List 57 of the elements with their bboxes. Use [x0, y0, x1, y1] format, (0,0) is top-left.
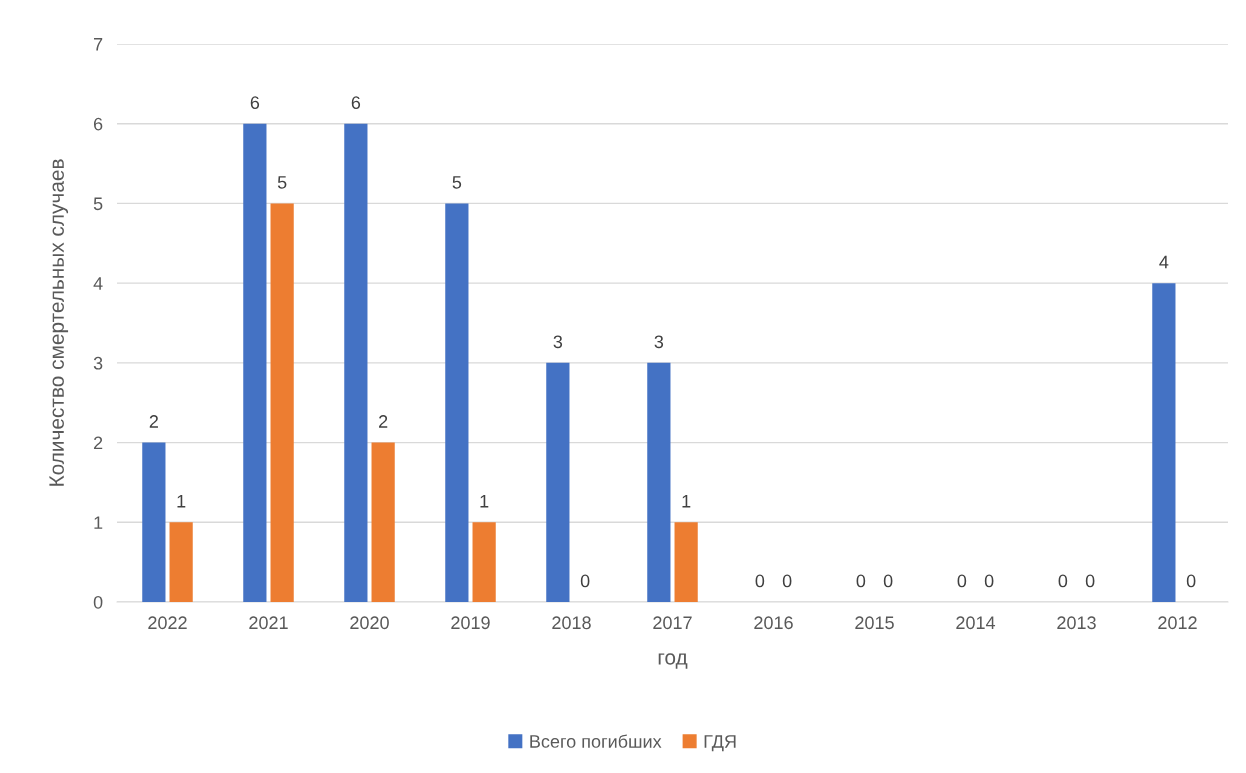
- data-label: 1: [177, 495, 186, 508]
- data-label: 0: [755, 574, 765, 588]
- bar: [445, 203, 469, 602]
- data-label: 0: [1186, 574, 1196, 588]
- data-label: 0: [580, 574, 590, 588]
- bar: [674, 522, 698, 602]
- data-label: 2: [149, 415, 158, 428]
- y-tick-label: 3: [93, 356, 103, 370]
- x-tick-label: 2016: [754, 616, 793, 630]
- legend-label: Всего погибших: [530, 734, 662, 748]
- data-label: 3: [553, 335, 563, 349]
- x-tick-label: 2019: [451, 616, 490, 630]
- legend-label: ГДЯ: [704, 735, 736, 752]
- y-tick-label: 1: [94, 516, 103, 529]
- bar: [371, 442, 395, 602]
- bar: [243, 123, 267, 602]
- y-tick-label: 5: [93, 197, 103, 211]
- x-axis-title: год: [658, 653, 688, 669]
- x-tick-label: 2014: [956, 616, 996, 630]
- x-tick-label: 2013: [1057, 616, 1096, 630]
- data-label: 0: [856, 574, 866, 588]
- y-tick-label: 4: [93, 277, 103, 290]
- data-label: 1: [480, 495, 489, 508]
- data-label: 0: [782, 574, 792, 588]
- x-tick-label: 2018: [552, 616, 591, 630]
- bar: [344, 123, 368, 602]
- x-tick-label: 2020: [350, 616, 389, 630]
- bar: [270, 203, 294, 602]
- data-label: 1: [682, 495, 691, 508]
- data-label: 0: [1085, 574, 1095, 588]
- bar: [647, 362, 671, 602]
- bar: [546, 362, 570, 602]
- data-label: 0: [957, 574, 967, 588]
- y-tick-label: 7: [94, 38, 103, 51]
- data-label: 6: [250, 96, 260, 110]
- data-label: 5: [452, 176, 462, 189]
- data-label: 6: [351, 96, 361, 110]
- bar: [142, 442, 166, 602]
- bar: [169, 522, 193, 602]
- bar: [472, 522, 496, 602]
- data-label: 5: [277, 176, 287, 189]
- x-tick-label: 2012: [1158, 616, 1197, 630]
- bar: [1152, 283, 1176, 602]
- x-tick-label: 2021: [249, 616, 288, 630]
- data-label: 3: [654, 335, 664, 349]
- y-tick-label: 0: [93, 595, 103, 609]
- x-tick-label: 2017: [653, 616, 692, 630]
- data-label: 4: [1159, 255, 1169, 269]
- data-label: 0: [883, 574, 893, 588]
- y-tick-label: 6: [93, 117, 103, 131]
- data-label: 0: [1058, 574, 1068, 588]
- x-tick-label: 2015: [855, 616, 894, 630]
- x-tick-label: 2022: [148, 616, 187, 630]
- data-label: 2: [379, 415, 388, 428]
- data-label: 0: [984, 574, 994, 588]
- y-axis-title: Количество смертельных случаев: [49, 159, 69, 486]
- y-tick-label: 2: [93, 436, 103, 450]
